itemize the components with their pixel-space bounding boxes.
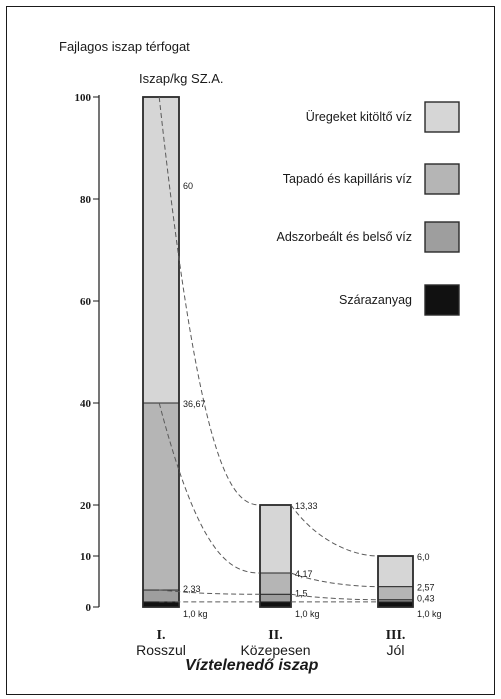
trend-curve <box>158 402 379 588</box>
bar-segment <box>142 402 180 591</box>
category-labels: I.Rosszul II.Közepesen III.Jól <box>136 628 405 658</box>
trend-curve <box>158 96 379 557</box>
category-numeral: III. <box>386 628 406 643</box>
category-numeral: I. <box>157 628 166 643</box>
y-tick-label: 100 <box>75 92 92 104</box>
category-label: Közepesen <box>240 642 310 658</box>
segment-label: 2,57 <box>417 583 435 593</box>
y-tick-label: 20 <box>80 500 92 512</box>
segment-label: 60 <box>183 181 193 191</box>
segment-labels: 1,0 kg 2,33 36,67 60 1,0 kg 1,5 4,17 13,33 1,0 k… <box>183 181 442 619</box>
bar-segment <box>377 586 414 601</box>
chart-frame: Fajlagos iszap térfogat Iszap/kg SZ.A. 0… <box>6 6 495 695</box>
legend-label: Adszorbeált és belső víz <box>277 230 413 244</box>
y-axis-unit: Iszap/kg SZ.A. <box>139 71 224 86</box>
bar-segment <box>142 589 180 603</box>
category-numeral: II. <box>268 628 282 643</box>
legend-label: Szárazanyag <box>339 293 412 307</box>
legend-label: Üregeket kitöltő víz <box>306 110 412 124</box>
x-axis-label: Víztelenedő iszap <box>185 657 319 674</box>
segment-label: 0,43 <box>417 594 435 604</box>
bar-segment <box>259 504 292 574</box>
legend-swatch <box>424 163 460 195</box>
segment-label: 36,67 <box>183 399 206 409</box>
legend: Üregeket kitöltő víz Tapadó és kapilláris… <box>277 101 460 316</box>
legend-label: Tapadó és kapilláris víz <box>283 172 412 186</box>
y-tick-label: 10 <box>80 551 92 563</box>
trend-curve <box>159 589 379 601</box>
segment-label: 1,0 kg <box>417 609 442 619</box>
bar-outline <box>377 555 414 608</box>
segment-label: 13,33 <box>295 501 318 511</box>
bar-segment <box>259 572 292 595</box>
bars <box>142 96 414 608</box>
segment-label: 4,17 <box>295 569 313 579</box>
category-label: Rosszul <box>136 642 186 658</box>
legend-swatch <box>424 101 460 133</box>
segment-label: 1,0 kg <box>295 609 320 619</box>
bar-segment <box>377 555 414 588</box>
segment-label: 1,5 <box>295 588 308 598</box>
segment-label: 1,0 kg <box>183 609 208 619</box>
y-axis-label: Fajlagos iszap térfogat <box>59 39 190 54</box>
sludge-volume-chart: Fajlagos iszap térfogat Iszap/kg SZ.A. 0… <box>59 39 460 674</box>
y-tick-label: 40 <box>80 398 92 410</box>
trend-curves <box>158 96 379 603</box>
segment-label: 2,33 <box>183 584 201 594</box>
legend-swatch <box>424 284 460 316</box>
category-label: Jól <box>387 642 405 658</box>
y-tick-label: 80 <box>80 194 92 206</box>
y-axis-ticks: 0 10 20 40 60 80 100 <box>75 92 100 614</box>
bar-outline <box>142 96 180 608</box>
y-tick-label: 0 <box>86 602 92 614</box>
y-tick-label: 60 <box>80 296 92 308</box>
segment-label: 6,0 <box>417 552 430 562</box>
legend-swatch <box>424 221 460 253</box>
bar-segment <box>259 593 292 603</box>
bar-outline <box>259 504 292 608</box>
bar-segment <box>142 96 180 404</box>
